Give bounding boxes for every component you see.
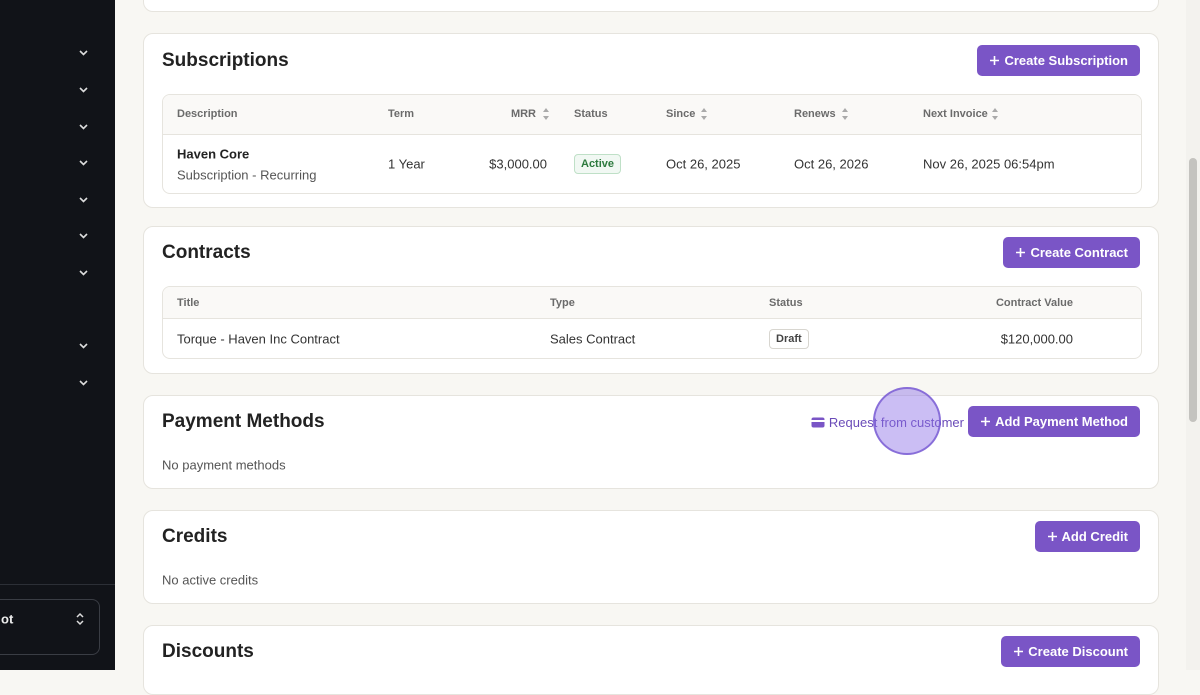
section-title: Credits: [162, 526, 228, 547]
card: [143, 0, 1159, 12]
sort-icon[interactable]: [841, 107, 849, 121]
plus-icon: [1016, 248, 1026, 257]
sort-icon[interactable]: [700, 107, 708, 121]
scrollbar: [1186, 0, 1200, 670]
sidebar: ot: [0, 0, 115, 670]
discounts-card: Discounts Create Discount: [143, 625, 1159, 695]
button-label: Create Contract: [1030, 245, 1128, 260]
renews: Oct 26, 2026: [794, 156, 869, 172]
column-header: Type: [550, 297, 575, 309]
sort-icon[interactable]: [991, 107, 999, 121]
table-header: Description Term MRR Status Since Renews…: [163, 95, 1141, 135]
table-header: Title Type Status Contract Value: [163, 287, 1141, 319]
plus-icon: [981, 417, 991, 426]
chevron[interactable]: [78, 159, 89, 167]
contracts-table: Title Type Status Contract Value Torque …: [162, 286, 1142, 359]
create-subscription-button[interactable]: Create Subscription: [977, 45, 1140, 76]
chevron[interactable]: [78, 123, 89, 131]
updown-icon: [76, 612, 84, 626]
subscription-name[interactable]: Haven Core: [177, 146, 250, 162]
chevron[interactable]: [78, 379, 89, 387]
chevron[interactable]: [78, 232, 89, 240]
button-label: Add Payment Method: [995, 414, 1128, 429]
button-label: Create Subscription: [1004, 53, 1128, 68]
column-header: Title: [177, 297, 200, 309]
empty-message: No active credits: [162, 572, 259, 588]
chevron[interactable]: [78, 196, 89, 204]
payment-methods-card: Payment Methods Request from customer Ad…: [143, 395, 1159, 489]
section-title: Contracts: [162, 242, 251, 263]
column-header[interactable]: Next Invoice: [923, 108, 988, 120]
plus-icon: [990, 56, 1000, 65]
button-label: Add Credit: [1061, 529, 1128, 544]
contract-type: Sales Contract: [550, 331, 636, 347]
section-title: Payment Methods: [162, 411, 325, 432]
scrollbar-thumb[interactable]: [1189, 158, 1197, 422]
contract-value: $120,000.00: [1000, 331, 1073, 347]
column-header[interactable]: Renews: [794, 108, 836, 120]
add-credit-button[interactable]: Add Credit: [1034, 521, 1140, 552]
subscriptions-card: Subscriptions Create Subscription Descri…: [143, 33, 1159, 208]
chevron[interactable]: [78, 342, 89, 350]
since: Oct 26, 2025: [666, 156, 741, 172]
credits-card: Credits Add Credit No active credits: [143, 510, 1159, 604]
button-label: Create Discount: [1028, 644, 1128, 659]
account-switcher[interactable]: ot: [0, 599, 100, 655]
chevron[interactable]: [78, 49, 89, 57]
empty-message: No payment methods: [162, 457, 286, 473]
divider: [0, 584, 115, 585]
add-payment-method-button[interactable]: Add Payment Method: [968, 406, 1140, 437]
column-header[interactable]: MRR: [510, 108, 536, 120]
contracts-card: Contracts Create Contract Title Type Sta…: [143, 226, 1159, 374]
subscription-description: Subscription - Recurring: [177, 167, 317, 183]
plus-icon: [1047, 532, 1057, 541]
sort-icon[interactable]: [542, 107, 550, 121]
mrr: $3,000.00: [489, 156, 547, 172]
status-badge: Draft: [769, 329, 809, 349]
card-icon: [811, 417, 825, 427]
section-title: Subscriptions: [162, 50, 289, 71]
chevron[interactable]: [78, 269, 89, 277]
next-invoice: Nov 26, 2025 06:54pm: [923, 156, 1055, 172]
create-contract-button[interactable]: Create Contract: [1003, 237, 1140, 268]
subscriptions-table: Description Term MRR Status Since Renews…: [162, 94, 1142, 194]
account-label: ot: [1, 611, 14, 627]
column-header: Description: [177, 108, 238, 120]
column-header: Status: [574, 108, 608, 120]
cursor-highlight: [873, 387, 941, 455]
status-badge: Active: [574, 154, 622, 174]
chevron[interactable]: [78, 86, 89, 94]
section-title: Discounts: [162, 641, 254, 662]
create-discount-button[interactable]: Create Discount: [1001, 636, 1140, 667]
contract-title[interactable]: Torque - Haven Inc Contract: [177, 331, 340, 347]
column-header: Status: [769, 297, 803, 309]
column-header: Term: [388, 108, 415, 120]
term: 1 Year: [388, 156, 425, 172]
column-header: Contract Value: [995, 297, 1073, 309]
column-header[interactable]: Since: [666, 108, 696, 120]
plus-icon: [1014, 647, 1024, 656]
